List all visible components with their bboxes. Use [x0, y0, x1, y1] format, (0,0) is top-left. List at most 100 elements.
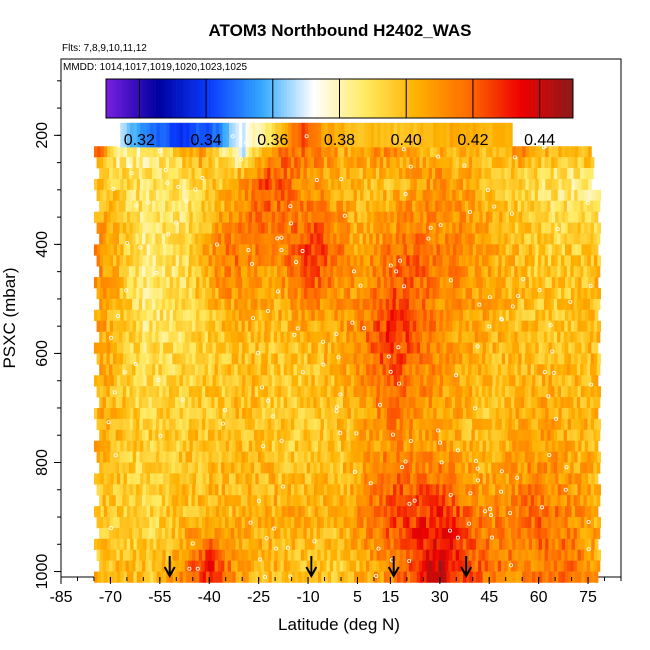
heat-cell: [261, 211, 266, 223]
heat-cell: [217, 266, 222, 278]
heat-cell: [99, 364, 103, 376]
heat-cell: [166, 407, 171, 420]
heat-cell: [441, 364, 446, 376]
heat-cell: [453, 244, 457, 256]
heat-cell: [551, 309, 556, 322]
heat-cell: [528, 277, 533, 289]
heat-cell: [560, 200, 565, 212]
heat-cell: [133, 146, 138, 158]
heat-cell: [230, 462, 235, 474]
heat-cell: [224, 168, 229, 180]
heat-cell: [416, 277, 421, 289]
heat-cell: [194, 233, 199, 245]
heat-cell: [571, 407, 576, 420]
heat-cell: [498, 451, 503, 463]
heat-cell: [258, 244, 263, 256]
heat-cell: [545, 277, 549, 289]
heat-cell: [294, 353, 298, 365]
heat-cell: [188, 397, 192, 409]
heat-cell: [125, 397, 130, 409]
heat-cell: [532, 244, 536, 256]
heat-cell: [300, 200, 304, 212]
heat-cell: [346, 157, 351, 169]
heat-cell: [261, 386, 265, 398]
heat-cell: [260, 266, 265, 278]
heat-cell: [454, 462, 459, 474]
heat-cell: [294, 451, 298, 463]
heat-cell: [248, 222, 252, 234]
heat-cell: [584, 473, 589, 485]
heat-cell: [563, 266, 568, 278]
heat-cell: [339, 266, 344, 278]
heat-cell: [331, 309, 335, 322]
heat-cell: [120, 440, 124, 452]
heat-cell: [146, 244, 151, 256]
heat-cell: [443, 244, 447, 256]
heat-cell: [576, 429, 581, 441]
heat-cell: [364, 407, 368, 420]
heat-cell: [588, 473, 592, 485]
heat-cell: [366, 320, 371, 332]
heat-cell: [377, 244, 381, 256]
heat-cell: [382, 397, 387, 409]
heat-cell: [474, 266, 479, 278]
heat-cell: [393, 473, 398, 485]
heat-cell: [452, 353, 457, 365]
heat-cell: [363, 353, 368, 365]
heat-cell: [349, 200, 354, 212]
heat-cell: [413, 309, 418, 322]
heat-cell: [139, 353, 144, 365]
heat-cell: [240, 429, 245, 441]
heat-cell: [422, 397, 426, 409]
heat-cell: [96, 255, 101, 267]
heat-cell: [333, 200, 337, 212]
heat-cell: [116, 451, 121, 463]
heat-cell: [286, 495, 291, 507]
heat-cell: [102, 364, 107, 376]
heat-cell: [392, 364, 397, 376]
heat-cell: [173, 211, 177, 223]
heat-cell: [425, 397, 430, 409]
heat-cell: [333, 462, 337, 474]
heat-cell: [118, 429, 123, 441]
heat-cell: [103, 320, 107, 332]
heat-cell: [182, 178, 187, 191]
heat-cell: [201, 462, 206, 474]
heat-cell: [372, 298, 377, 311]
heat-cell: [324, 244, 329, 256]
heat-cell: [452, 222, 457, 234]
heat-cell: [350, 255, 354, 267]
heat-cell: [597, 222, 601, 234]
heat-cell: [106, 386, 111, 398]
heat-cell: [151, 298, 156, 311]
heat-cell: [573, 331, 578, 343]
heat-cell: [149, 255, 153, 267]
heat-cell: [260, 429, 265, 441]
heat-cell: [504, 331, 509, 343]
heat-cell: [258, 211, 263, 223]
heat-cell: [471, 462, 476, 474]
heat-cell: [398, 200, 403, 212]
heat-cell: [116, 386, 121, 398]
heat-cell: [109, 451, 114, 463]
heat-cell: [429, 222, 433, 234]
heat-cell: [568, 178, 572, 191]
heat-cell: [583, 397, 588, 409]
heat-cell: [436, 178, 441, 191]
heat-cell: [135, 495, 140, 507]
heat-cell: [346, 451, 351, 463]
heat-cell: [376, 418, 381, 431]
heat-cell: [138, 168, 143, 180]
heat-cell: [479, 244, 484, 256]
heat-cell: [278, 146, 283, 158]
heat-cell: [379, 222, 384, 234]
heat-cell: [517, 200, 522, 212]
heat-cell: [448, 233, 453, 245]
heat-cell: [438, 233, 443, 245]
heat-cell: [468, 484, 473, 496]
heat-cell: [270, 462, 275, 474]
heat-cell: [481, 364, 486, 376]
heat-cell: [588, 440, 592, 452]
heat-cell: [152, 288, 157, 300]
heat-cell: [311, 342, 316, 354]
